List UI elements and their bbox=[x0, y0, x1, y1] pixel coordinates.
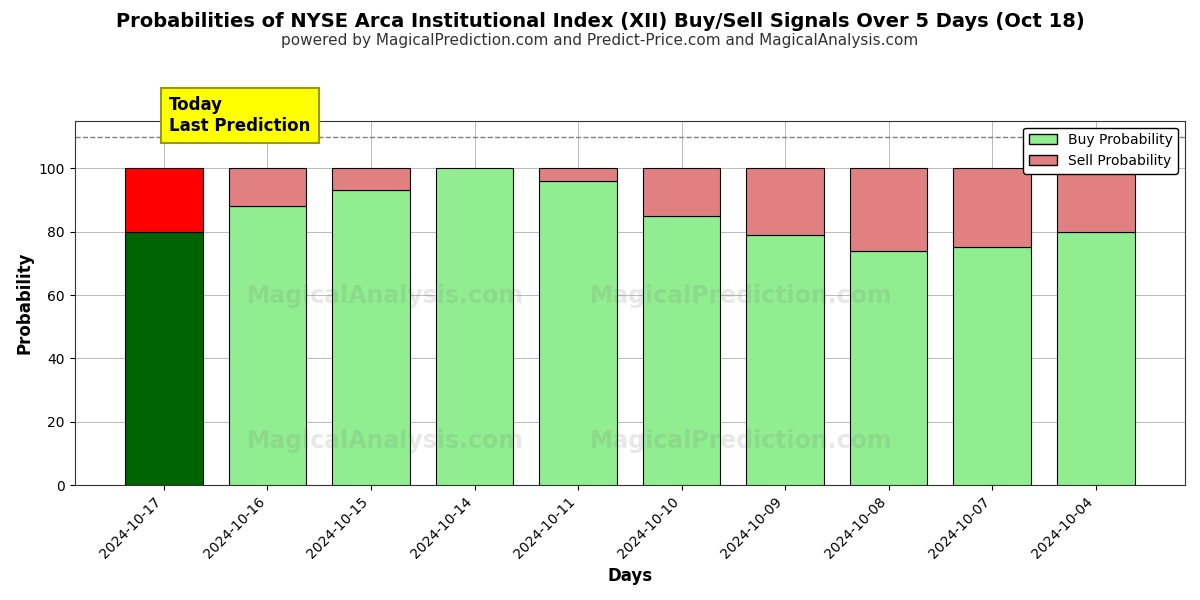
Text: MagicalPrediction.com: MagicalPrediction.com bbox=[589, 284, 892, 308]
Text: MagicalAnalysis.com: MagicalAnalysis.com bbox=[247, 430, 524, 454]
Bar bbox=[539, 181, 617, 485]
Text: MagicalPrediction.com: MagicalPrediction.com bbox=[589, 430, 892, 454]
Bar bbox=[436, 168, 514, 485]
Bar bbox=[125, 232, 203, 485]
Text: Today
Last Prediction: Today Last Prediction bbox=[169, 96, 311, 135]
Y-axis label: Probability: Probability bbox=[16, 251, 34, 354]
Text: MagicalAnalysis.com: MagicalAnalysis.com bbox=[247, 284, 524, 308]
Bar bbox=[746, 235, 824, 485]
Text: powered by MagicalPrediction.com and Predict-Price.com and MagicalAnalysis.com: powered by MagicalPrediction.com and Pre… bbox=[281, 33, 919, 48]
Bar bbox=[953, 247, 1031, 485]
Bar bbox=[229, 168, 306, 206]
Bar bbox=[850, 168, 928, 251]
Bar bbox=[746, 168, 824, 235]
Legend: Buy Probability, Sell Probability: Buy Probability, Sell Probability bbox=[1024, 128, 1178, 174]
Bar bbox=[1057, 232, 1134, 485]
Bar bbox=[125, 168, 203, 232]
Bar bbox=[1057, 168, 1134, 232]
Bar bbox=[332, 190, 410, 485]
Bar bbox=[332, 168, 410, 190]
Bar bbox=[850, 251, 928, 485]
Text: Probabilities of NYSE Arca Institutional Index (XII) Buy/Sell Signals Over 5 Day: Probabilities of NYSE Arca Institutional… bbox=[115, 12, 1085, 31]
X-axis label: Days: Days bbox=[607, 567, 653, 585]
Bar bbox=[643, 216, 720, 485]
Bar bbox=[953, 168, 1031, 247]
Bar bbox=[229, 206, 306, 485]
Bar bbox=[539, 168, 617, 181]
Bar bbox=[643, 168, 720, 216]
